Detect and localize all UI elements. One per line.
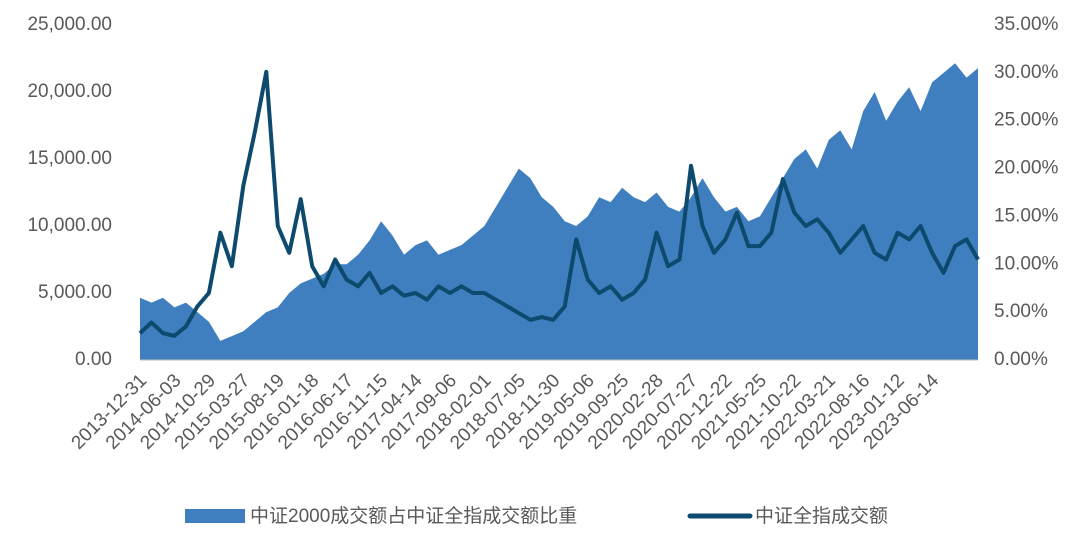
y-tick-label: 20,000.00: [27, 81, 112, 102]
y-tick-label: 0.00: [75, 349, 112, 370]
legend-swatch: [185, 509, 245, 523]
y2-tick-label: 0.00%: [994, 349, 1048, 370]
y-tick-label: 25,000.00: [27, 14, 112, 35]
y2-tick-label: 25.00%: [994, 110, 1059, 131]
y2-tick-label: 30.00%: [994, 62, 1059, 83]
y-tick-label: 10,000.00: [27, 215, 112, 236]
y2-tick-label: 20.00%: [994, 158, 1059, 179]
legend-label: 中证全指成交额: [755, 505, 888, 527]
area: [140, 63, 978, 361]
legend-label: 中证2000成交额占中证全指成交额比重: [250, 505, 577, 527]
y2-tick-label: 35.00%: [994, 14, 1059, 35]
y2-tick-label: 10.00%: [994, 253, 1059, 274]
y2-tick-label: 5.00%: [994, 301, 1048, 322]
y-tick-label: 5,000.00: [38, 282, 112, 303]
y2-tick-label: 15.00%: [994, 205, 1059, 226]
y-tick-label: 15,000.00: [27, 148, 112, 169]
line: [138, 69, 980, 338]
